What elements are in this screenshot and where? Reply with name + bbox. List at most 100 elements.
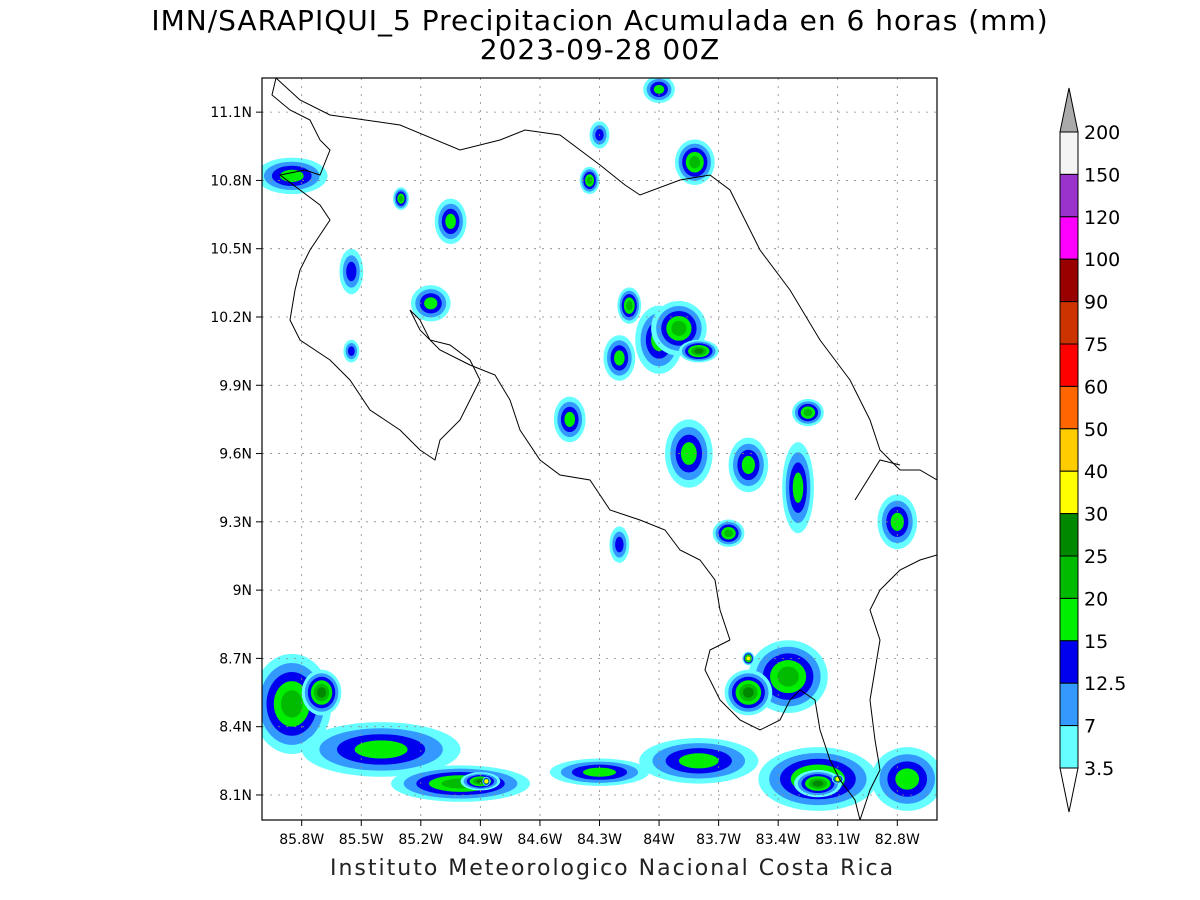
precip-cell-31-level-4 — [741, 455, 756, 475]
precip-cell-18-level-5 — [626, 300, 633, 311]
colorbar-label: 40 — [1084, 461, 1108, 483]
colorbar-label: 90 — [1084, 292, 1108, 314]
nicaragua-border — [275, 78, 711, 196]
lat-tick-label: 10.5N — [210, 242, 252, 258]
precip-cell-0-level-5 — [777, 666, 799, 687]
longitude-axis: 85.8W 85.5W 85.2W 84.9W 84.6W 84.3W 84W 83.7W 83… — [279, 820, 920, 848]
coastline — [271, 78, 937, 820]
colorbar-label: 20 — [1084, 588, 1108, 610]
precip-cell-1-level-6 — [742, 687, 754, 698]
latitude-axis: 11.1N 10.8N 10.5N 10.2N 9.9N 9.6N 9.3N 9N 8.7N 8.… — [210, 105, 262, 804]
lon-tick-label: 85.8W — [279, 832, 324, 848]
precip-cell-32-level-4 — [792, 472, 804, 503]
panama-border — [859, 554, 937, 820]
colorbar-segment — [1059, 640, 1079, 684]
colorbar-segment — [1059, 301, 1079, 345]
lon-tick-label: 85.5W — [339, 832, 384, 848]
colorbar-segment — [1059, 131, 1079, 175]
colorbar-segment — [1059, 428, 1079, 472]
lat-tick-label: 9N — [233, 583, 252, 599]
colorbar-segment — [1059, 343, 1079, 387]
precip-cell-26-level-5 — [803, 408, 813, 417]
colorbar-segment — [1059, 385, 1079, 430]
precip-cell-6-level-4 — [895, 768, 920, 790]
precip-cell-16-level-5 — [671, 320, 687, 336]
lat-tick-label: 9.9N — [219, 378, 252, 394]
precip-cell-8-level-6 — [316, 687, 327, 698]
colorbar-segment — [1059, 597, 1079, 642]
map-title: IMN/SARAPIQUI_5 Precipitacion Acumulada … — [151, 4, 1049, 37]
colorbar-label: 75 — [1084, 334, 1108, 356]
osa-peninsula — [704, 639, 861, 820]
precip-cell-35-level-3 — [347, 346, 355, 357]
precipitation-field — [262, 78, 937, 811]
lat-tick-label: 9.6N — [219, 447, 252, 463]
colorbar-label: 50 — [1084, 419, 1108, 441]
colorbar-label: 120 — [1084, 207, 1120, 229]
lon-tick-label: 84.3W — [577, 832, 622, 848]
precip-cell-2-level-7 — [746, 656, 751, 661]
lon-tick-label: 84.6W — [517, 832, 562, 848]
pacific-coast-north — [271, 78, 731, 641]
precip-cell-7-level-5 — [280, 690, 303, 718]
lon-tick-label: 83.4W — [756, 832, 801, 848]
colorbar-label: 12.5 — [1084, 673, 1126, 695]
colorbar-min-arrow — [1059, 767, 1079, 813]
colorbar-segment — [1059, 216, 1079, 260]
inland-border — [854, 459, 901, 501]
precip-cell-30-level-4 — [564, 411, 576, 427]
colorbar-segment — [1059, 682, 1079, 727]
precip-cell-24-level-4 — [445, 213, 456, 229]
colorbar-max-arrow — [1059, 87, 1079, 133]
lon-tick-label: 84.9W — [458, 832, 503, 848]
colorbar-label: 150 — [1084, 164, 1120, 186]
colorbar-label: 25 — [1084, 546, 1108, 568]
lon-tick-label: 85.2W — [398, 832, 443, 848]
lon-tick-label: 83.7W — [696, 832, 741, 848]
colorbar-label: 15 — [1084, 631, 1108, 653]
colorbar-segment — [1059, 173, 1079, 218]
lat-tick-label: 10.8N — [210, 173, 252, 189]
precip-cell-14-level-4 — [678, 753, 719, 769]
precip-cell-27-level-4 — [890, 512, 904, 531]
colorbar-label: 200 — [1084, 122, 1120, 144]
precip-cell-23-level-5 — [398, 195, 404, 202]
precip-cell-29-level-4 — [614, 350, 625, 366]
precip-cell-12-level-7 — [484, 779, 489, 784]
colorbar-label: 3.5 — [1084, 758, 1114, 780]
lat-tick-label: 8.7N — [219, 651, 252, 667]
colorbar-label: 60 — [1084, 376, 1108, 398]
lat-tick-label: 10.2N — [210, 310, 252, 326]
precip-cell-34-level-3 — [346, 261, 357, 282]
precip-cell-17-level-6 — [694, 348, 704, 354]
precip-cell-13-level-4 — [582, 767, 617, 777]
precip-cell-25-level-4 — [424, 297, 438, 310]
precip-cell-38-level-4 — [653, 84, 665, 94]
lon-tick-label: 84W — [643, 832, 675, 848]
precip-cell-36-level-3 — [615, 536, 624, 553]
precip-cell-33-level-4 — [680, 442, 697, 465]
footer-credit: Instituto Meteorologico Nacional Costa R… — [330, 856, 896, 881]
lat-tick-label: 9.3N — [219, 515, 252, 531]
lat-tick-label: 11.1N — [210, 105, 252, 121]
colorbar-segment — [1059, 725, 1079, 769]
colorbar-label: 7 — [1084, 716, 1096, 738]
lat-tick-label: 8.4N — [219, 720, 252, 736]
precip-cell-21-level-5 — [586, 176, 593, 185]
colorbar-segment — [1059, 513, 1079, 557]
lon-tick-label: 82.8W — [875, 832, 920, 848]
lat-lon-grid — [262, 78, 937, 820]
map-subtitle: 2023-09-28 00Z — [479, 33, 721, 66]
colorbar-label: 100 — [1084, 249, 1120, 271]
precip-cell-22-level-4 — [279, 169, 304, 182]
colorbar-label: 30 — [1084, 504, 1108, 526]
lat-tick-label: 8.1N — [219, 788, 252, 804]
precip-cell-9-level-4 — [354, 740, 408, 759]
precip-cell-28-level-5 — [724, 529, 733, 537]
lon-tick-label: 83.1W — [815, 832, 860, 848]
colorbar-segment — [1059, 258, 1079, 303]
colorbar: 200 150 120 100 90 75 60 50 40 30 25 20 15 12.5 7 3.5 — [1059, 87, 1126, 813]
precip-cell-20-level-5 — [689, 156, 701, 169]
plot-frame — [261, 77, 938, 821]
